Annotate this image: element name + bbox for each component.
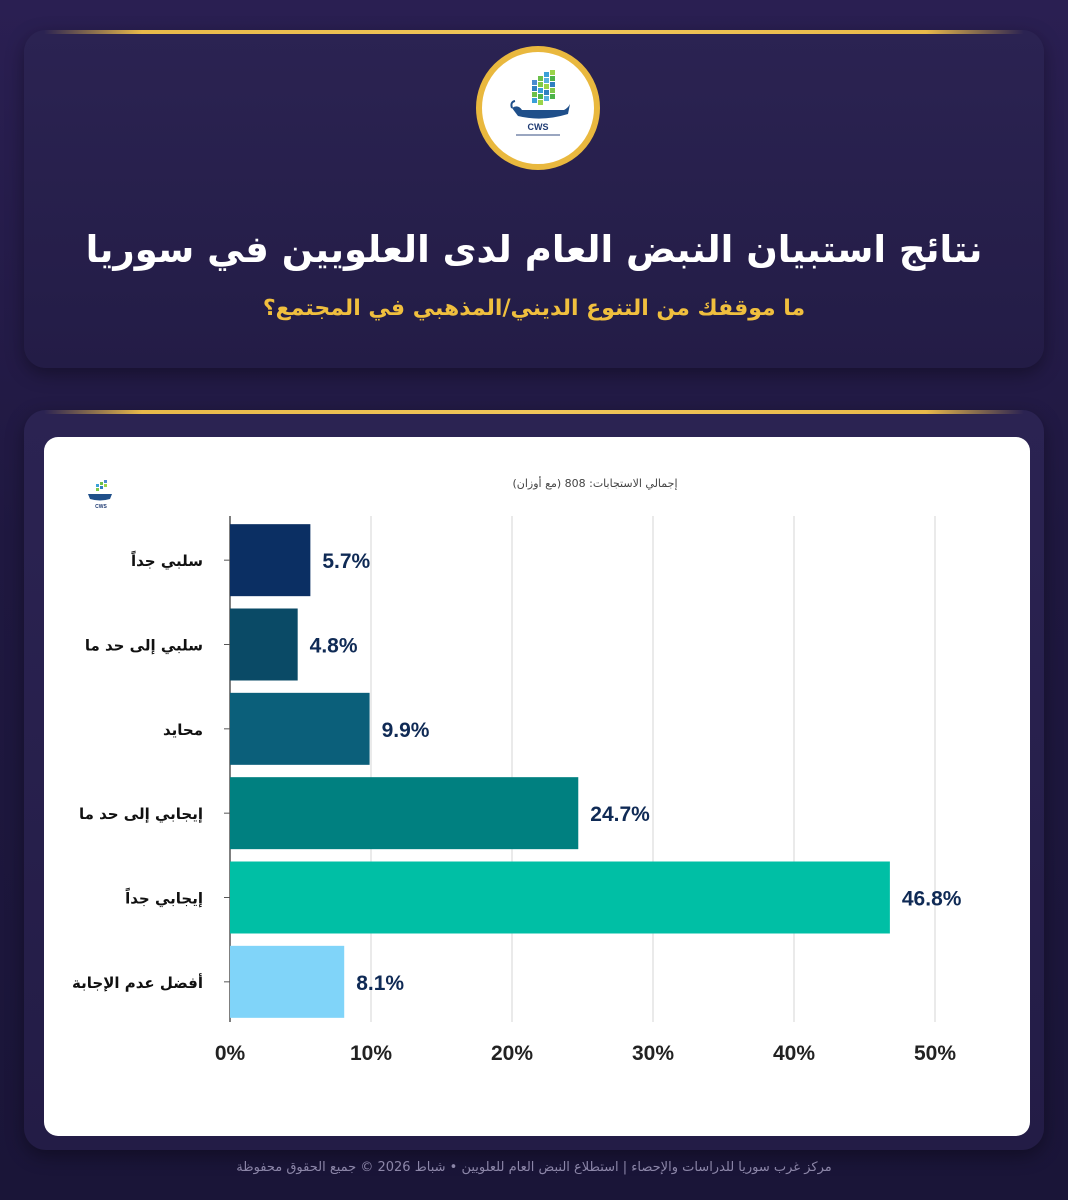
x-tick-label: 50% xyxy=(914,1042,956,1065)
category-label: إيجابي جداً xyxy=(125,887,203,907)
x-tick-label: 30% xyxy=(632,1042,674,1065)
bar-value-label: 46.8% xyxy=(902,888,962,911)
chart-small-logo: CWS xyxy=(80,478,120,518)
page-subtitle: ما موقفك من التنوع الديني/المذهبي في الم… xyxy=(262,296,806,321)
bar xyxy=(230,945,345,1018)
page-title: نتائج استبيان النبض العام لدى العلويين ف… xyxy=(85,228,983,271)
cws-logo: CWS xyxy=(476,46,600,170)
category-label: محايد xyxy=(163,721,203,739)
logo-text: CWS xyxy=(528,122,549,132)
ship-logo-icon: CWS xyxy=(510,70,570,136)
bar-value-label: 8.1% xyxy=(356,972,404,995)
x-tick-label: 0% xyxy=(215,1042,246,1065)
bar-value-label: 9.9% xyxy=(382,719,430,742)
bar-value-label: 4.8% xyxy=(310,635,358,658)
gold-accent-bar xyxy=(44,30,1024,34)
footer-copyright: مركز غرب سوريا للدراسات والإحصاء | استطل… xyxy=(236,1160,832,1175)
total-responses-note: إجمالي الاستجابات: 808 (مع أوزان) xyxy=(512,477,678,490)
bar xyxy=(230,524,311,597)
gold-accent-bar xyxy=(44,410,1024,414)
category-label: سلبي جداً xyxy=(131,550,203,570)
x-tick-label: 20% xyxy=(491,1042,533,1065)
bar xyxy=(230,777,579,850)
bar-value-label: 24.7% xyxy=(590,803,650,826)
bar xyxy=(230,861,890,934)
bar xyxy=(230,692,370,765)
x-tick-label: 40% xyxy=(773,1042,815,1065)
x-tick-label: 10% xyxy=(350,1042,392,1065)
category-label: أفضل عدم الإجابة xyxy=(72,973,203,992)
category-label: سلبي إلى حد ما xyxy=(85,637,203,655)
bar xyxy=(230,608,298,681)
bar-value-label: 5.7% xyxy=(322,550,370,573)
category-label: إيجابي إلى حد ما xyxy=(79,805,203,823)
chart-logo-text: CWS xyxy=(95,504,107,510)
